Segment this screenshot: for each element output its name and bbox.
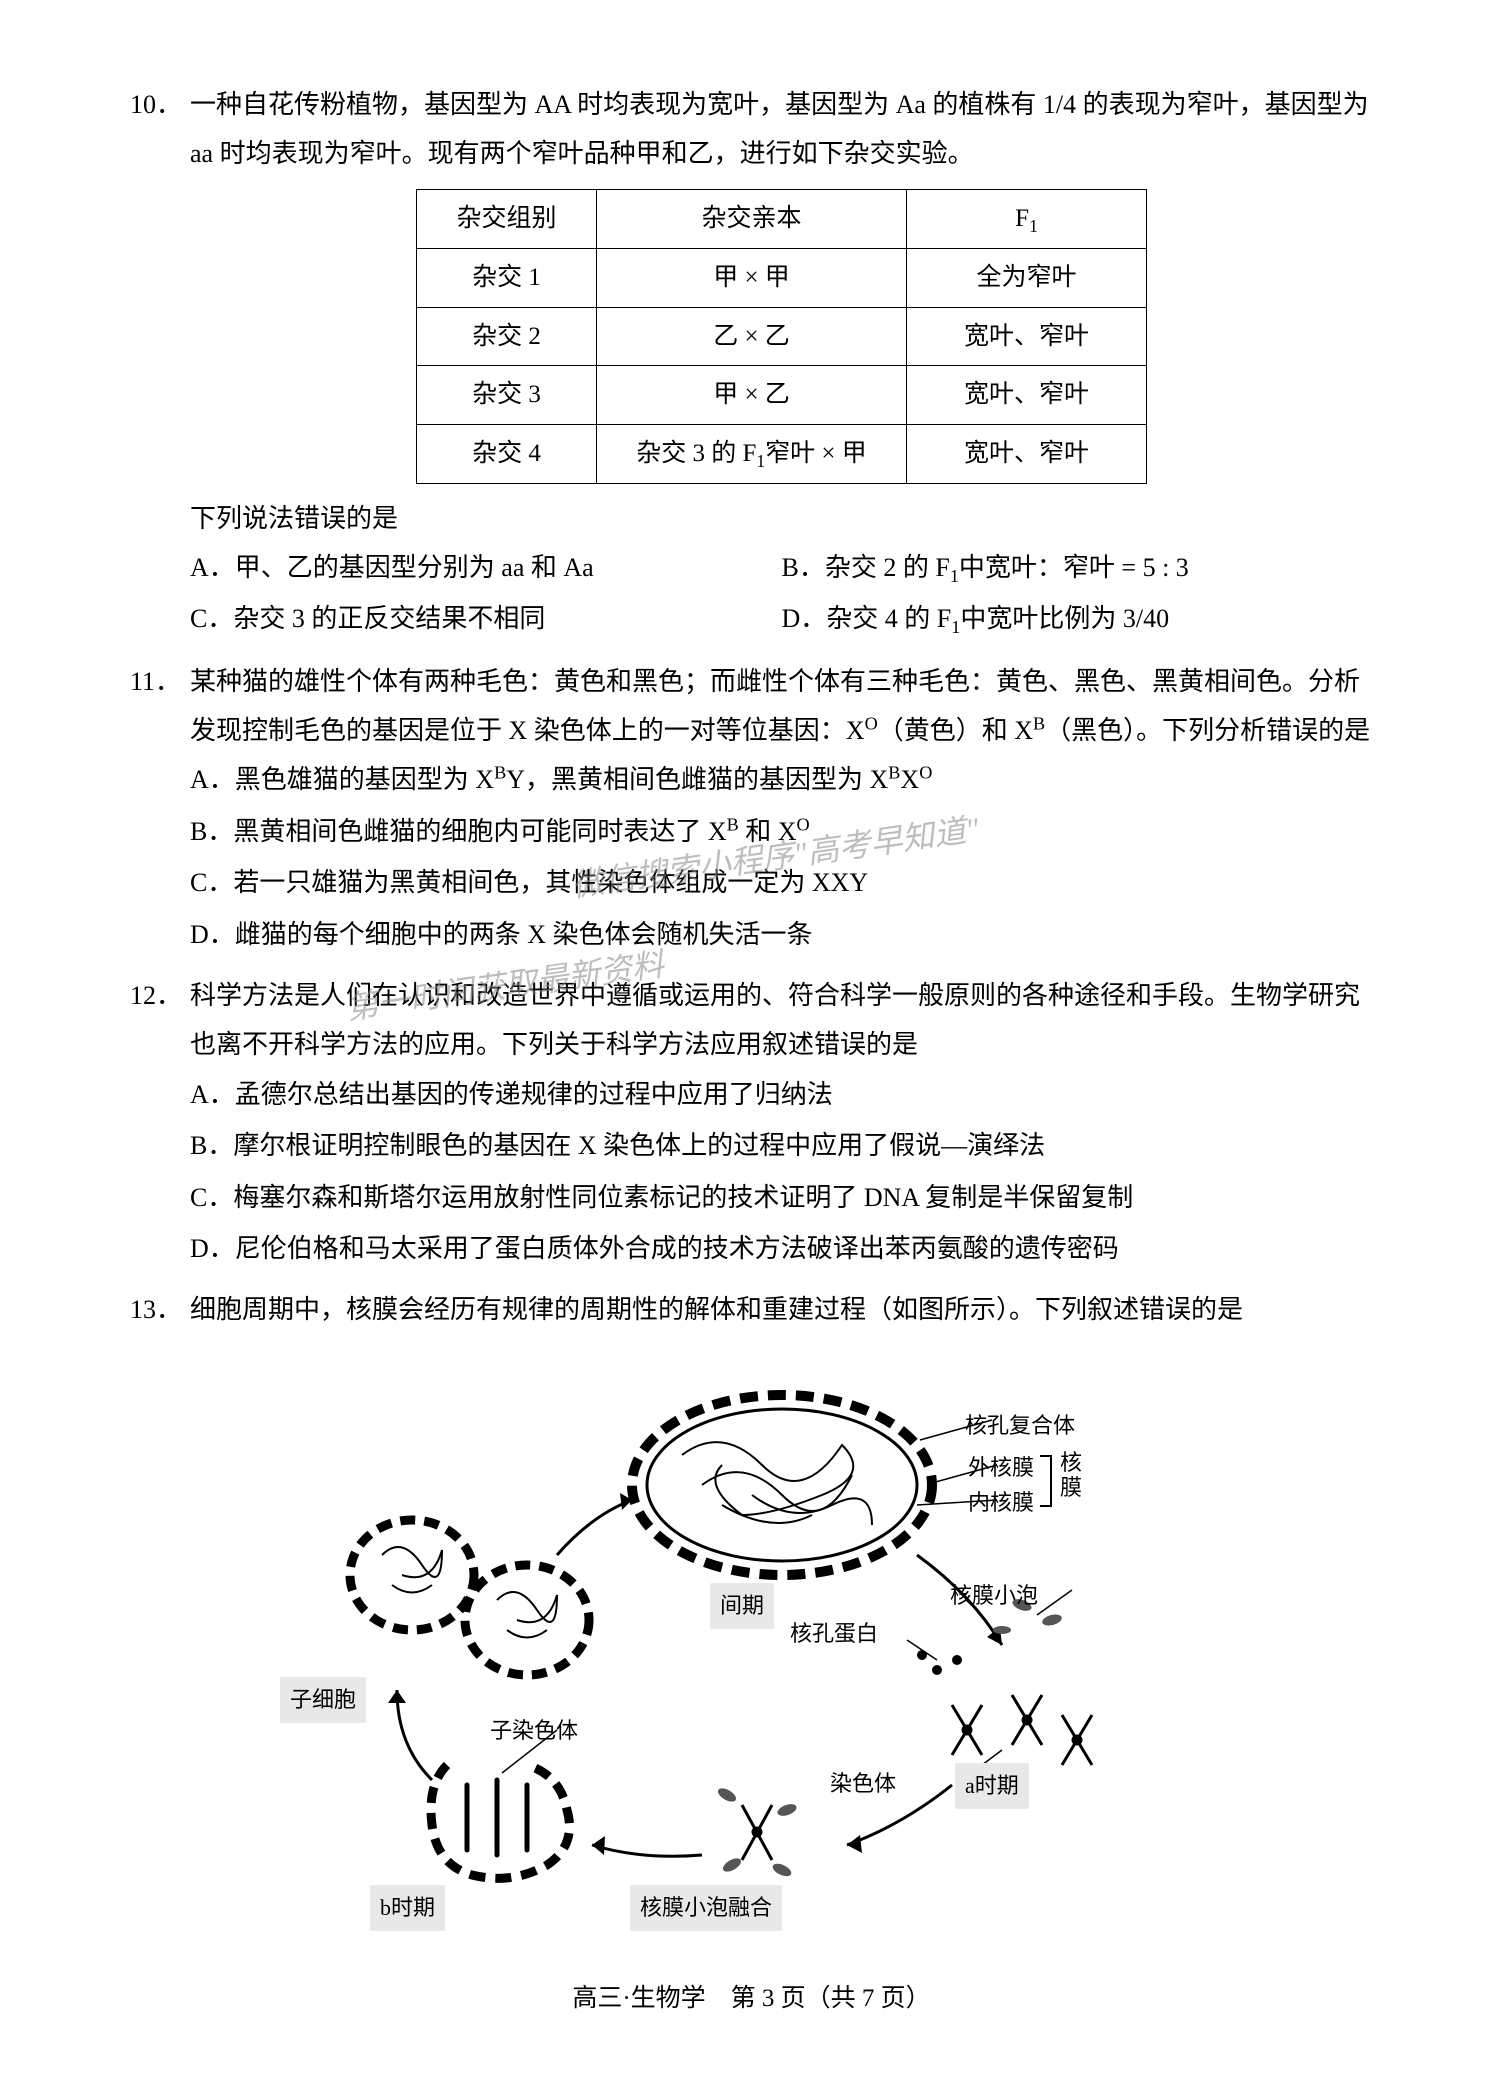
table-row: 杂交 4 杂交 3 的 F1窄叶 × 甲 宽叶、窄叶	[417, 424, 1147, 483]
cross-table-container: 杂交组别 杂交亲本 F1 杂交 1 甲 × 甲 全为窄叶 杂交 2 乙 × 乙 …	[190, 189, 1373, 484]
table-cell: 全为窄叶	[907, 249, 1147, 308]
daughter-cells	[350, 1520, 589, 1675]
option-d: D．雌猫的每个细胞中的两条 X 染色体会随机失活一条	[190, 910, 1373, 959]
option-c: C．梅塞尔森和斯塔尔运用放射性同位素标记的技术证明了 DNA 复制是半保留复制	[190, 1173, 1373, 1222]
option-b: B．杂交 2 的 F1中宽叶：窄叶 = 5 : 3	[782, 543, 1374, 594]
option-c: C．杂交 3 的正反交结果不相同	[190, 594, 782, 645]
bracket-icon	[1040, 1455, 1052, 1507]
options-row: A．甲、乙的基因型分别为 aa 和 Aa B．杂交 2 的 F1中宽叶：窄叶 =…	[190, 543, 1373, 594]
question-header: 11． 某种猫的雄性个体有两种毛色：黄色和黑色；而雌性个体有三种毛色：黄色、黑色…	[130, 657, 1373, 756]
question-number: 13．	[130, 1285, 190, 1334]
question-intro: 某种猫的雄性个体有两种毛色：黄色和黑色；而雌性个体有三种毛色：黄色、黑色、黑黄相…	[190, 657, 1373, 756]
question-intro: 一种自花传粉植物，基因型为 AA 时均表现为宽叶，基因型为 Aa 的植株有 1/…	[190, 80, 1373, 179]
label-daughter-cell: 子细胞	[280, 1677, 366, 1723]
table-cell: 杂交 3 的 F1窄叶 × 甲	[597, 424, 907, 483]
table-cell: 宽叶、窄叶	[907, 307, 1147, 366]
label-a-phase: a时期	[955, 1763, 1029, 1809]
question-body: A．孟德尔总结出基因的传递规律的过程中应用了归纳法 B．摩尔根证明控制眼色的基因…	[130, 1070, 1373, 1274]
cell-cycle-diagram: 核孔复合体 外核膜 内核膜 核膜 间期 核孔蛋白 核膜小泡 染色体 a时期 核膜…	[130, 1365, 1373, 1925]
vesicle-fusion	[715, 1785, 797, 1878]
a-phase	[917, 1597, 1092, 1765]
label-daughter-chromosome: 子染色体	[490, 1710, 578, 1752]
option-b: B．黑黄相间色雌猫的细胞内可能同时表达了 XB 和 XO	[190, 807, 1373, 856]
table-row: 杂交组别 杂交亲本 F1	[417, 189, 1147, 248]
label-vesicle: 核膜小泡	[950, 1575, 1038, 1617]
table-cell: 宽叶、窄叶	[907, 424, 1147, 483]
label-chromosome: 染色体	[830, 1763, 896, 1805]
question-intro: 科学方法是人们在认识和改造世界中遵循或运用的、符合科学一般原则的各种途径和手段。…	[190, 971, 1373, 1070]
table-cell: 杂交组别	[417, 189, 597, 248]
cross-table: 杂交组别 杂交亲本 F1 杂交 1 甲 × 甲 全为窄叶 杂交 2 乙 × 乙 …	[416, 189, 1147, 484]
table-cell: 宽叶、窄叶	[907, 366, 1147, 425]
option-d: D．杂交 4 的 F1中宽叶比例为 3/40	[782, 594, 1374, 645]
table-cell: 甲 × 甲	[597, 249, 907, 308]
option-b: B．摩尔根证明控制眼色的基因在 X 染色体上的过程中应用了假说—演绎法	[190, 1121, 1373, 1170]
b-phase	[431, 1730, 570, 1878]
table-row: 杂交 3 甲 × 乙 宽叶、窄叶	[417, 366, 1147, 425]
question-body: 杂交组别 杂交亲本 F1 杂交 1 甲 × 甲 全为窄叶 杂交 2 乙 × 乙 …	[130, 189, 1373, 645]
option-d: D．尼伦伯格和马太采用了蛋白质体外合成的技术方法破译出苯丙氨酸的遗传密码	[190, 1224, 1373, 1273]
option-a: A．甲、乙的基因型分别为 aa 和 Aa	[190, 543, 782, 594]
question-number: 10．	[130, 80, 190, 129]
question-10: 10． 一种自花传粉植物，基因型为 AA 时均表现为宽叶，基因型为 Aa 的植株…	[130, 80, 1373, 645]
label-pore-complex: 核孔复合体	[965, 1405, 1075, 1447]
table-row: 杂交 2 乙 × 乙 宽叶、窄叶	[417, 307, 1147, 366]
question-number: 12．	[130, 971, 190, 1020]
table-cell: 乙 × 乙	[597, 307, 907, 366]
question-header: 13． 细胞周期中，核膜会经历有规律的周期性的解体和重建过程（如图所示）。下列叙…	[130, 1285, 1373, 1334]
label-pore-protein: 核孔蛋白	[790, 1613, 878, 1655]
table-row: 杂交 1 甲 × 甲 全为窄叶	[417, 249, 1147, 308]
table-cell: 杂交亲本	[597, 189, 907, 248]
label-interphase: 间期	[710, 1583, 774, 1629]
table-cell: 杂交 2	[417, 307, 597, 366]
question-number: 11．	[130, 657, 190, 706]
question-13: 13． 细胞周期中，核膜会经历有规律的周期性的解体和重建过程（如图所示）。下列叙…	[130, 1285, 1373, 1334]
options-row: C．杂交 3 的正反交结果不相同 D．杂交 4 的 F1中宽叶比例为 3/40	[190, 594, 1373, 645]
question-prompt: 下列说法错误的是	[190, 494, 1373, 543]
table-cell: 杂交 4	[417, 424, 597, 483]
question-intro: 细胞周期中，核膜会经历有规律的周期性的解体和重建过程（如图所示）。下列叙述错误的…	[190, 1285, 1373, 1334]
question-11: 11． 某种猫的雄性个体有两种毛色：黄色和黑色；而雌性个体有三种毛色：黄色、黑色…	[130, 657, 1373, 959]
page-footer: 高三·生物学 第 3 页（共 7 页）	[130, 1975, 1373, 2023]
label-inner-membrane: 内核膜	[968, 1482, 1034, 1524]
label-b-phase: b时期	[370, 1885, 445, 1931]
label-vesicle-fusion: 核膜小泡融合	[630, 1885, 782, 1931]
diagram-svg	[302, 1365, 1202, 1925]
question-body: A．黑色雄猫的基因型为 XBY，黑黄相间色雌猫的基因型为 XBXO B．黑黄相间…	[130, 755, 1373, 959]
table-cell: F1	[907, 189, 1147, 248]
option-c: C．若一只雄猫为黑黄相间色，其性染色体组成一定为 XXY	[190, 858, 1373, 907]
table-cell: 杂交 1	[417, 249, 597, 308]
question-header: 12． 科学方法是人们在认识和改造世界中遵循或运用的、符合科学一般原则的各种途径…	[130, 971, 1373, 1070]
option-a: A．黑色雄猫的基因型为 XBY，黑黄相间色雌猫的基因型为 XBXO	[190, 755, 1373, 804]
interphase-nucleus	[632, 1395, 932, 1575]
table-cell: 甲 × 乙	[597, 366, 907, 425]
question-12: 12． 科学方法是人们在认识和改造世界中遵循或运用的、符合科学一般原则的各种途径…	[130, 971, 1373, 1273]
question-header: 10． 一种自花传粉植物，基因型为 AA 时均表现为宽叶，基因型为 Aa 的植株…	[130, 80, 1373, 179]
option-a: A．孟德尔总结出基因的传递规律的过程中应用了归纳法	[190, 1070, 1373, 1119]
label-nuclear-membrane: 核膜	[1060, 1450, 1082, 1501]
table-cell: 杂交 3	[417, 366, 597, 425]
